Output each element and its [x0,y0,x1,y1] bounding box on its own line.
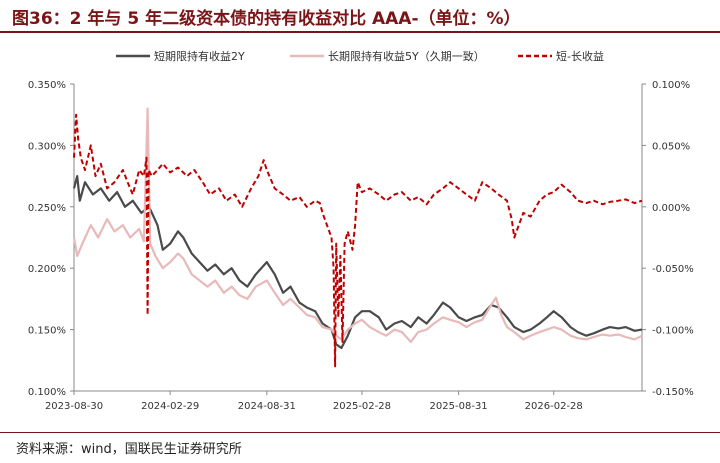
y-right-tick-label: 0.050% [652,141,690,152]
x-tick-label: 2026-02-28 [525,401,583,412]
series-line-0 [72,175,643,350]
line-chart: 短期限持有收益2Y 长期限持有收益5Y（久期一致） 短-长收益 0.100% 0.15… [28,49,694,412]
legend-label-0: 短期限持有收益2Y [154,49,245,63]
series-group [72,107,643,368]
source-rule [0,432,720,433]
axes: 0.100% 0.150% 0.200% 0.250% 0.300% 0.350% -0.1… [28,80,694,412]
page-title: 图36：2 年与 5 年二级资本债的持有收益对比 AAA-（单位：%） [12,9,521,29]
y-right-tick-label: -0.150% [652,387,694,398]
x-tick-label: 2024-02-29 [141,401,199,412]
y-left-tick-label: 0.200% [28,264,66,275]
x-tick-label: 2025-08-31 [430,401,488,412]
title-rule [0,31,720,33]
x-tick-label: 2025-02-28 [333,401,391,412]
y-right-tick-label: 0.100% [652,80,690,91]
legend-label-2: 短-长收益 [556,49,604,63]
x-tick-label: 2023-08-30 [45,401,103,412]
legend-label-1: 长期限持有收益5Y（久期一致） [328,49,485,63]
series-line-1 [72,107,643,343]
y-right-tick-label: 0.000% [652,203,690,214]
y-right-tick-label: -0.100% [652,326,694,337]
source-note: 资料来源：wind，国联民生证券研究所 [16,442,242,457]
y-left-tick-label: 0.350% [28,80,66,91]
y-left-tick-label: 0.300% [28,141,66,152]
y-left-tick-label: 0.250% [28,203,66,214]
y-left-tick-label: 0.100% [28,387,66,398]
legend: 短期限持有收益2Y 长期限持有收益5Y（久期一致） 短-长收益 [116,49,604,63]
y-right-tick-label: -0.050% [652,264,694,275]
y-left-tick-label: 0.150% [28,326,66,337]
series-line-2 [73,113,643,368]
x-tick-label: 2024-08-31 [238,401,296,412]
